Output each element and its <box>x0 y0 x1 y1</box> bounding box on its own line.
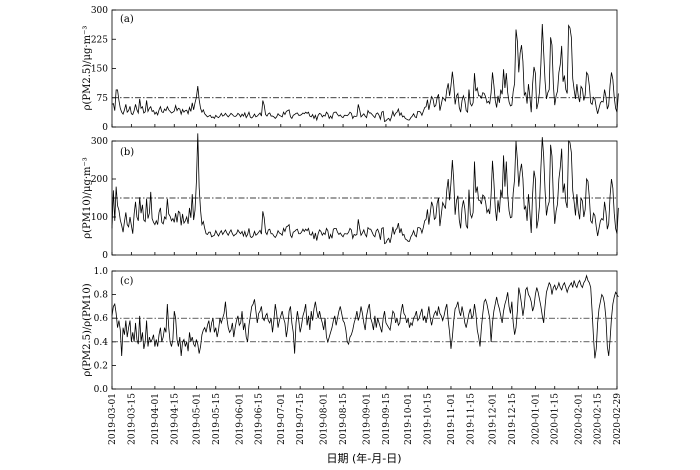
x-tick-label: 2019-03-01 <box>108 393 118 445</box>
x-tick-label: 2019-04-01 <box>151 393 161 445</box>
y-tick-label: 200 <box>91 175 108 185</box>
x-tick-label: 2020-02-29 <box>613 393 623 445</box>
x-axis-title: 日期 (年-月-日) <box>326 451 401 465</box>
x-tick-label: 2019-11-01 <box>447 393 457 445</box>
panel-a-label: (a) <box>120 14 134 25</box>
y-tick-label: 0.6 <box>94 314 109 324</box>
y-tick-label: 300 <box>91 6 108 16</box>
x-tick-label: 2020-02-01 <box>574 393 584 445</box>
panel-a-pm25-series-line <box>111 24 619 123</box>
y-tick-label: 100 <box>91 213 108 223</box>
y-tick-label: 225 <box>91 35 108 45</box>
y-tick-label: 0.8 <box>94 291 109 301</box>
panel-c-y-ticks: 0.0 0.2 0.4 0.6 0.8 1.0 <box>94 267 116 395</box>
panel-c-reference-lines <box>111 317 618 389</box>
y-tick-label: 0.2 <box>94 361 108 371</box>
x-tick-label: 2020-01-15 <box>551 393 561 445</box>
x-tick-label: 2019-08-01 <box>320 393 330 445</box>
x-tick-label: 2019-07-01 <box>277 393 287 445</box>
panel-b-reference-lines <box>111 197 618 255</box>
panel-b-label: (b) <box>120 147 134 158</box>
x-tick-label: 2019-08-15 <box>339 393 349 445</box>
y-tick-label: 0.0 <box>94 385 109 395</box>
panel-c: 0.00.20.40.60.81.0 (c) ρ(PM2.5)/ρ(PM10) … <box>82 267 623 445</box>
panel-c-frame <box>111 270 618 390</box>
x-tick-label: 2019-11-15 <box>466 393 476 445</box>
panel-b: 0 100 200 300 (b) ρ(PM10)/μg·m⁻³ <box>82 133 619 261</box>
y-tick-label: 1.0 <box>94 267 109 277</box>
y-tick-label: 150 <box>91 65 108 75</box>
x-tick-label: 2019-12-01 <box>488 393 498 445</box>
x-tick-label: 2019-06-01 <box>235 393 245 445</box>
x-tick-label: 2019-03-15 <box>127 393 137 445</box>
x-tick-label: 2019-04-15 <box>170 393 180 445</box>
panel-b-y-axis-label: ρ(PM10)/μg·m⁻³ <box>82 157 93 239</box>
x-tick-label: 2019-06-15 <box>255 393 265 445</box>
y-tick-label: 0 <box>102 251 108 261</box>
x-tick-label: 2019-10-01 <box>404 393 414 445</box>
x-tick-label: 2020-01-01 <box>531 393 541 445</box>
y-tick-label: 0 <box>102 123 108 133</box>
x-tick-label: 2019-10-15 <box>423 393 433 445</box>
x-tick-label: 2019-12-15 <box>508 393 518 445</box>
y-tick-label: 75 <box>97 94 109 104</box>
x-tick-label: 2019-07-15 <box>296 393 306 445</box>
panel-c-label: (c) <box>120 276 134 287</box>
panel-c-y-axis-label: ρ(PM2.5)/ρ(PM10) <box>82 283 93 376</box>
x-tick-label: 2019-05-01 <box>192 393 202 445</box>
x-tick-label: 2019-05-15 <box>212 393 222 445</box>
panel-a-frame <box>111 9 618 128</box>
panel-a-y-axis-label: ρ(PM2.5)/μg·m⁻³ <box>82 26 93 111</box>
x-axis-date-ticks: 2019-03-01 2019-03-15 2019-04-01 2019-04-15… <box>108 393 623 445</box>
panel-c-ratio-series-line <box>111 274 619 359</box>
x-tick-label: 2019-09-15 <box>382 393 392 445</box>
panel-a: 0 75 150 225 300 (a) ρ(PM2.5)/μg·m⁻³ <box>82 6 619 133</box>
y-tick-label: 300 <box>91 137 108 147</box>
x-tick-label: 2020-02-15 <box>594 393 604 445</box>
y-tick-label: 0.4 <box>94 338 109 348</box>
x-tick-label: 2019-09-01 <box>363 393 373 445</box>
panel-b-pm10-series-line <box>111 133 619 245</box>
